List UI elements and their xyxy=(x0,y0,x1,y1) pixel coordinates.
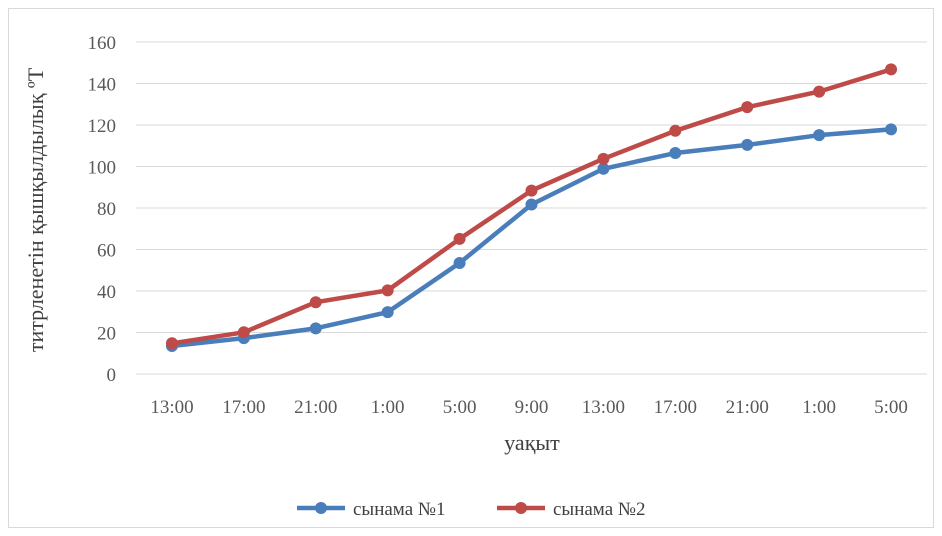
y-axis-title: титрленетін қышқылдылық ºТ xyxy=(23,67,48,352)
x-tick-label: 9:00 xyxy=(515,397,549,418)
data-point xyxy=(453,232,466,245)
data-point xyxy=(597,162,610,175)
data-point xyxy=(597,152,610,165)
data-point xyxy=(885,123,898,136)
y-tick-label: 120 xyxy=(88,116,117,137)
series-lines xyxy=(165,63,898,352)
data-point xyxy=(813,129,826,142)
gridlines xyxy=(136,41,927,375)
data-point xyxy=(381,306,394,319)
legend-item: сынама №1 xyxy=(297,499,446,520)
legend-item: сынама №2 xyxy=(497,499,646,520)
x-tick-label: 17:00 xyxy=(222,397,265,418)
y-tick-label: 100 xyxy=(88,158,117,179)
series-2 xyxy=(165,63,898,350)
y-tick-label: 40 xyxy=(97,282,116,303)
x-tick-label: 13:00 xyxy=(150,397,193,418)
legend-label: сынама №1 xyxy=(353,499,446,520)
data-point xyxy=(741,101,754,114)
data-point xyxy=(453,256,466,269)
x-tick-label: 1:00 xyxy=(802,397,836,418)
series-line xyxy=(169,127,894,349)
data-point xyxy=(669,147,682,160)
y-tick-label: 80 xyxy=(97,199,116,220)
y-tick-label: 0 xyxy=(107,365,117,386)
x-axis-ticks: 13:00 17:00 21:00 1:00 5:00 9:00 13:00 17:00 21:… xyxy=(150,397,908,418)
x-tick-label: 13:00 xyxy=(582,397,625,418)
data-point xyxy=(309,322,322,335)
x-axis-title: уақыт xyxy=(504,430,560,455)
data-point xyxy=(525,184,538,197)
y-tick-label: 20 xyxy=(97,324,116,345)
data-point xyxy=(381,284,394,297)
x-tick-label: 21:00 xyxy=(726,397,769,418)
y-tick-label: 160 xyxy=(88,33,117,54)
legend: сынама №1 сынама №2 xyxy=(297,499,646,520)
x-tick-label: 1:00 xyxy=(371,397,405,418)
legend-marker xyxy=(515,502,527,514)
data-point xyxy=(525,198,538,211)
chart-area xyxy=(8,8,934,528)
data-point xyxy=(741,138,754,151)
data-point xyxy=(237,326,250,339)
y-tick-label: 60 xyxy=(97,241,116,262)
x-tick-label: 5:00 xyxy=(874,397,908,418)
data-point xyxy=(309,296,322,309)
x-tick-label: 17:00 xyxy=(654,397,697,418)
legend-label: сынама №2 xyxy=(553,499,646,520)
data-point xyxy=(165,337,178,350)
y-axis-ticks: 0 20 40 60 80 100 120 140 160 xyxy=(88,33,117,386)
series-1 xyxy=(165,123,898,352)
data-point xyxy=(669,124,682,137)
data-point xyxy=(885,63,898,76)
x-tick-label: 21:00 xyxy=(294,397,337,418)
y-tick-label: 140 xyxy=(88,75,117,96)
data-point xyxy=(813,85,826,98)
legend-marker xyxy=(315,502,327,514)
x-tick-label: 5:00 xyxy=(443,397,477,418)
